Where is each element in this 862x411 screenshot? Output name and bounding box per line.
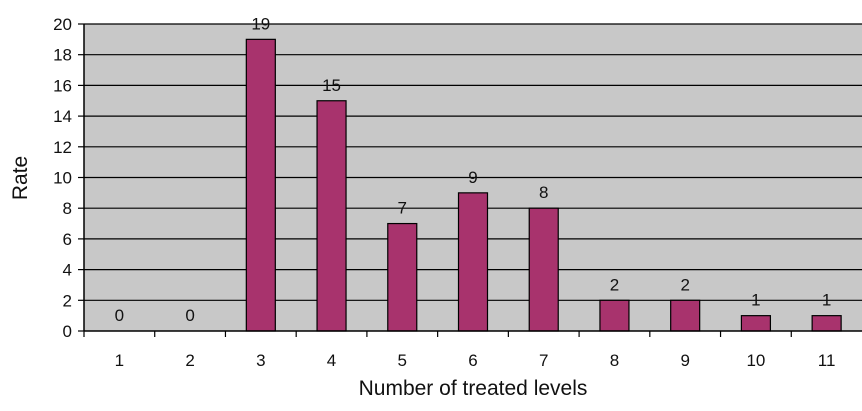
bar xyxy=(740,315,772,332)
x-tick-label: 2 xyxy=(185,351,194,370)
x-tick-label: 7 xyxy=(539,351,548,370)
y-tick-label: 18 xyxy=(53,46,72,65)
bar xyxy=(599,299,630,332)
x-tick-label: 1 xyxy=(115,351,124,370)
x-tick-label: 5 xyxy=(398,351,407,370)
bar xyxy=(387,222,418,332)
y-tick-label: 16 xyxy=(53,76,72,95)
data-label: 7 xyxy=(398,199,407,218)
bar xyxy=(245,38,276,332)
y-tick-label: 0 xyxy=(63,322,72,341)
x-tick-label: 11 xyxy=(818,351,836,370)
y-tick-label: 12 xyxy=(53,138,72,157)
y-tick-labels: 0 2 4 6 8 10 12 14 16 18 20 xyxy=(53,15,84,341)
bar xyxy=(457,192,489,332)
data-labels: 0 0 19 15 7 9 8 2 2 1 1 xyxy=(115,14,832,325)
data-label: 9 xyxy=(468,168,477,187)
data-label: 15 xyxy=(322,76,341,95)
bar xyxy=(670,299,701,332)
y-axis-title: Rate xyxy=(9,156,32,200)
data-label: 0 xyxy=(185,306,194,325)
data-label: 0 xyxy=(115,306,124,325)
data-label: 1 xyxy=(751,291,760,310)
y-tick-label: 14 xyxy=(53,107,72,126)
y-tick-label: 4 xyxy=(63,261,72,280)
y-tick-label: 10 xyxy=(53,169,72,188)
x-tick-label: 10 xyxy=(746,351,765,370)
x-tick-label: 9 xyxy=(680,351,689,370)
bar xyxy=(811,315,842,332)
x-tick-label: 3 xyxy=(256,351,265,370)
bars xyxy=(245,38,842,332)
x-axis-title: Number of treated levels xyxy=(359,377,588,400)
bar xyxy=(528,207,559,332)
x-tick-labels: 1 2 3 4 5 6 7 8 9 10 11 xyxy=(83,331,836,370)
data-label: 1 xyxy=(822,291,831,310)
y-tick-label: 6 xyxy=(63,230,72,249)
data-label: 19 xyxy=(251,14,270,33)
data-label: 8 xyxy=(539,183,548,202)
data-label: 2 xyxy=(610,275,619,294)
x-tick-label: 4 xyxy=(327,351,336,370)
x-tick-label: 6 xyxy=(468,351,477,370)
y-tick-label: 8 xyxy=(63,199,72,218)
bar xyxy=(316,100,347,332)
y-tick-label: 2 xyxy=(63,291,72,310)
x-tick-label: 8 xyxy=(610,351,619,370)
data-label: 2 xyxy=(680,275,689,294)
y-tick-label: 20 xyxy=(53,15,72,34)
